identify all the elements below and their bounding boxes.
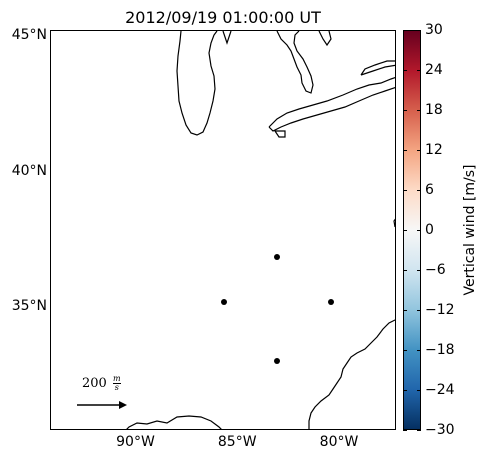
colorbar-tick-label: 30 xyxy=(425,22,443,38)
colorbar-tick-label: −12 xyxy=(425,302,455,318)
lake-huron-shoreline xyxy=(276,31,314,94)
lat-tick-label: 40°N xyxy=(11,162,47,179)
station-marker-south xyxy=(274,358,280,364)
colorbar-tick-label: 6 xyxy=(425,182,434,198)
map-canvas xyxy=(77,31,395,429)
lake-top-right xyxy=(318,31,332,47)
map-frame[interactable] xyxy=(50,30,396,430)
colorbar-tick-label: 24 xyxy=(425,62,443,78)
colorbar-tick-label: −6 xyxy=(425,262,446,278)
station-marker-east xyxy=(328,299,334,305)
coastlines xyxy=(126,31,395,429)
east-coast xyxy=(308,218,395,429)
colorbar-label: Vertical wind [m/s] xyxy=(462,164,478,296)
lon-tick-label: 90°W xyxy=(116,434,155,450)
colorbar-tick-label: 18 xyxy=(425,102,443,118)
scale-arrow xyxy=(77,401,127,409)
scale-unit: m s xyxy=(112,374,121,392)
green-bay-shoreline xyxy=(222,31,232,45)
colorbar-tick-label: 12 xyxy=(425,142,443,158)
station-marker-north xyxy=(274,254,280,260)
map-title: 2012/09/19 01:00:00 UT xyxy=(125,8,321,27)
lat-tick-label: 45°N xyxy=(11,27,47,44)
station-markers xyxy=(221,254,334,364)
lon-tick-label: 85°W xyxy=(217,434,257,450)
lake-ontario-shoreline xyxy=(360,60,395,76)
lake-st-clair xyxy=(273,130,286,138)
lon-tick-label: 80°W xyxy=(319,434,359,450)
colorbar-tick-label: −24 xyxy=(425,382,455,398)
scale-value: 200 xyxy=(82,376,107,391)
colorbar-tick-label: 0 xyxy=(425,222,434,238)
lat-tick-label: 35°N xyxy=(11,297,47,314)
lake-erie-shoreline xyxy=(268,77,395,132)
lake-michigan-shoreline xyxy=(176,31,218,136)
scale-unit-den: s xyxy=(114,383,119,392)
station-marker-west xyxy=(221,299,227,305)
scale-unit-num: m xyxy=(112,374,121,384)
colorbar-tick-label: −18 xyxy=(425,342,455,358)
gulf-coast xyxy=(126,415,222,429)
scale-arrow-label: 200 m s xyxy=(82,375,121,392)
colorbar-tick-label: −30 xyxy=(425,422,455,438)
